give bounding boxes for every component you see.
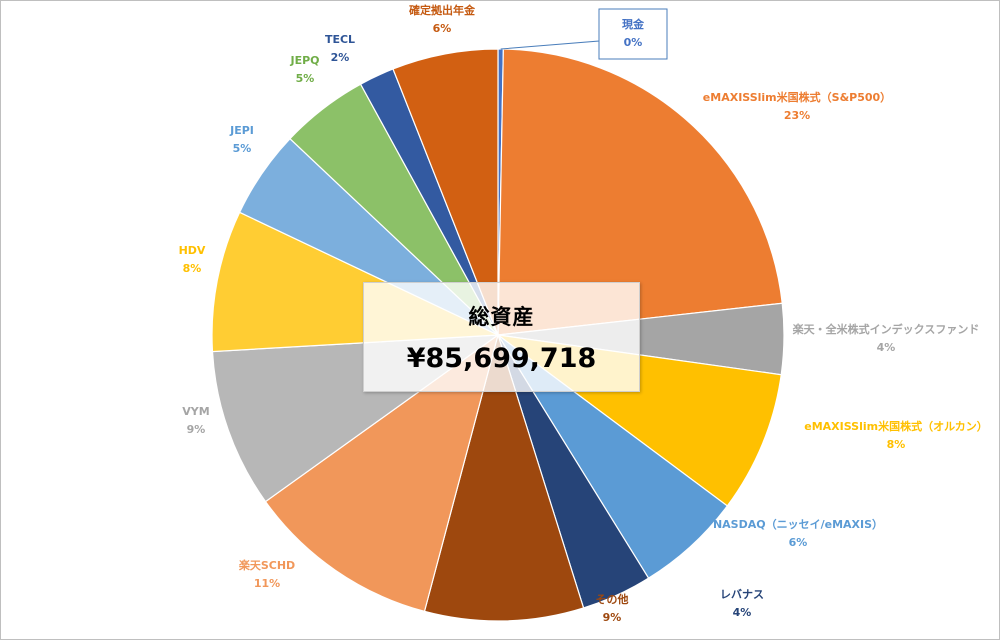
slice-percent-label-0: 0% [624, 36, 643, 49]
slice-name-label-10: JEPI [229, 124, 254, 137]
callout-layer [500, 8, 668, 60]
slice-percent-label-2: 4% [877, 341, 896, 354]
slice-percent-label-11: 5% [296, 72, 315, 85]
total-assets-box: 総資産 ¥85,699,718 [363, 282, 640, 392]
slice-name-label-8: VYM [182, 405, 209, 418]
slice-percent-label-4: 6% [789, 536, 808, 549]
slice-name-label-6: その他 [596, 592, 629, 606]
slice-name-label-9: HDV [179, 244, 206, 257]
pie-slice-6 [423, 332, 585, 622]
slice-percent-label-12: 2% [331, 51, 350, 64]
pie-slice-1 [497, 48, 783, 336]
slice-name-label-13: 確定拠出年金 [409, 3, 476, 17]
slice-name-label-0: 現金 [622, 17, 645, 31]
slice-percent-label-1: 23% [784, 109, 810, 122]
slice-percent-label-5: 4% [733, 606, 752, 619]
slice-name-label-1: eMAXISSlim米国株式（S&P500） [703, 90, 891, 104]
slice-name-label-11: JEPQ [289, 54, 319, 67]
pie-slice-7 [264, 333, 500, 613]
data-labels: 現金 0% eMAXISSlim米国株式（S&P500） 23% 楽天・全米株式インデッ… [179, 3, 988, 624]
pie-slice-13 [392, 48, 499, 336]
slice-name-label-4: NASDAQ（ニッセイ/eMAXIS） [713, 518, 883, 531]
slice-percent-label-13: 6% [433, 22, 452, 35]
slice-percent-label-8: 9% [187, 423, 206, 436]
callout-leader-line [500, 29, 600, 50]
total-assets-title: 総資産 [468, 305, 535, 329]
slice-percent-label-3: 8% [887, 438, 906, 451]
slice-name-label-12: TECL [325, 33, 355, 46]
callout-box [598, 8, 668, 60]
slice-percent-label-9: 8% [183, 262, 202, 275]
slice-percent-label-10: 5% [233, 142, 252, 155]
slice-name-label-7: 楽天SCHD [238, 558, 295, 572]
total-assets-value: ¥85,699,718 [406, 343, 597, 374]
slice-name-label-2: 楽天・全米株式インデックスファンド [792, 322, 980, 336]
slice-name-label-3: eMAXISSlim米国株式（オルカン） [804, 419, 988, 433]
slice-name-label-5: レバナス [720, 588, 764, 601]
slice-percent-label-6: 9% [603, 611, 622, 624]
slice-percent-label-7: 11% [254, 577, 280, 590]
